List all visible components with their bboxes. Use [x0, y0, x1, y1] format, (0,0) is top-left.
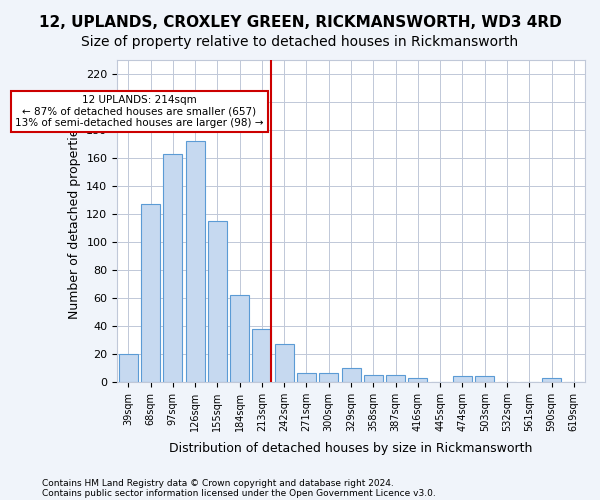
- Bar: [542, 378, 561, 382]
- Bar: [230, 295, 249, 382]
- Text: Contains public sector information licensed under the Open Government Licence v3: Contains public sector information licen…: [42, 488, 436, 498]
- Text: Size of property relative to detached houses in Rickmansworth: Size of property relative to detached ho…: [82, 35, 518, 49]
- X-axis label: Distribution of detached houses by size in Rickmansworth: Distribution of detached houses by size …: [169, 442, 533, 455]
- Text: 12 UPLANDS: 214sqm
← 87% of detached houses are smaller (657)
13% of semi-detach: 12 UPLANDS: 214sqm ← 87% of detached hou…: [15, 95, 263, 128]
- Bar: [341, 368, 361, 382]
- Bar: [163, 154, 182, 382]
- Bar: [141, 204, 160, 382]
- Bar: [119, 354, 138, 382]
- Bar: [386, 375, 405, 382]
- Bar: [409, 378, 427, 382]
- Bar: [453, 376, 472, 382]
- Bar: [364, 375, 383, 382]
- Bar: [275, 344, 293, 382]
- Text: 12, UPLANDS, CROXLEY GREEN, RICKMANSWORTH, WD3 4RD: 12, UPLANDS, CROXLEY GREEN, RICKMANSWORT…: [38, 15, 562, 30]
- Bar: [253, 328, 271, 382]
- Bar: [319, 374, 338, 382]
- Y-axis label: Number of detached properties: Number of detached properties: [68, 122, 80, 320]
- Text: Contains HM Land Registry data © Crown copyright and database right 2024.: Contains HM Land Registry data © Crown c…: [42, 478, 394, 488]
- Bar: [475, 376, 494, 382]
- Bar: [208, 221, 227, 382]
- Bar: [185, 141, 205, 382]
- Bar: [297, 374, 316, 382]
